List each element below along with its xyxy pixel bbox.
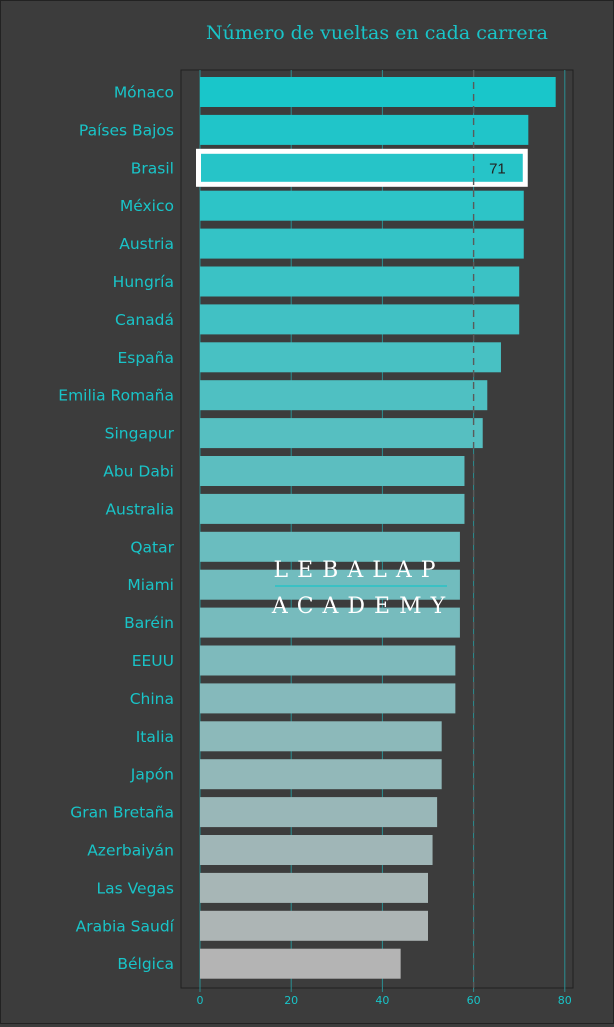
category-label-mónaco: Mónaco — [114, 84, 174, 102]
bar-españa — [200, 342, 501, 373]
bar-méxico — [200, 190, 524, 221]
category-label-italia: Italia — [136, 728, 174, 746]
x-tick-label-80: 80 — [558, 994, 572, 1007]
bar-azerbaiyán — [200, 835, 433, 865]
bar-japón — [200, 759, 442, 790]
x-tick-label-0: 0 — [197, 994, 204, 1007]
category-label-miami: Miami — [127, 576, 174, 594]
bar-arabia-saudí — [200, 910, 428, 941]
bar-austria — [200, 228, 524, 259]
bar-singapur — [200, 418, 483, 449]
x-axis-ticks: 0 20 40 60 80 — [197, 988, 572, 1007]
bar-países-bajos — [200, 114, 529, 145]
category-label-españa: España — [117, 349, 174, 367]
category-label-austria: Austria — [119, 235, 174, 253]
category-label-méxico: México — [120, 197, 174, 215]
category-label-países-bajos: Países Bajos — [79, 121, 174, 139]
category-label-canadá: Canadá — [115, 311, 174, 329]
x-tick-label-40: 40 — [375, 994, 389, 1007]
category-label-emilia-romaña: Emilia Romaña — [58, 387, 174, 405]
x-tick-label-60: 60 — [467, 994, 481, 1007]
bar-brasil — [200, 152, 524, 183]
category-label-arabia-saudí: Arabia Saudí — [76, 917, 175, 935]
bar-china — [200, 683, 456, 714]
category-labels: Mónaco Países Bajos Brasil México Austria Hun… — [58, 84, 174, 974]
chart-title: Número de vueltas en cada carrera — [206, 22, 548, 44]
category-label-las-vegas: Las Vegas — [97, 879, 175, 897]
bar-las-vegas — [200, 872, 428, 903]
bar-eeuu — [200, 645, 456, 676]
category-label-china: China — [130, 690, 174, 708]
category-label-australia: Australia — [105, 500, 174, 518]
plot-area-frame — [180, 69, 574, 989]
bar-emilia-romaña — [200, 380, 488, 411]
bar-mónaco — [200, 77, 556, 107]
category-label-abu-dabi: Abu Dabi — [103, 463, 174, 481]
category-label-japón: Japón — [130, 766, 174, 784]
bars: 71 — [196, 77, 556, 979]
category-label-gran-bretaña: Gran Bretaña — [70, 804, 174, 822]
category-label-hungría: Hungría — [113, 273, 174, 291]
highlight-box-brasil — [196, 148, 528, 187]
bar-value-label-brasil: 71 — [489, 160, 506, 177]
category-label-brasil: Brasil — [131, 159, 174, 177]
watermark-line-2: ACADEMY — [271, 594, 454, 619]
bar-hungría — [200, 266, 520, 297]
bar-qatar — [200, 531, 460, 562]
watermark-line-1: LEBALAP — [273, 558, 444, 583]
category-label-singapur: Singapur — [105, 425, 175, 443]
bar-italia — [200, 721, 442, 752]
bar-abu-dabi — [200, 456, 465, 486]
x-tick-label-20: 20 — [284, 994, 298, 1007]
category-label-azerbaiyán: Azerbaiyán — [87, 842, 174, 860]
bar-miami — [200, 569, 460, 600]
category-label-baréin: Baréin — [124, 614, 174, 632]
category-label-eeuu: EEUU — [132, 652, 174, 670]
bar-bélgica — [200, 948, 401, 979]
watermark-logo: LEBALAP ACADEMY — [271, 558, 454, 619]
category-label-bélgica: Bélgica — [117, 955, 174, 973]
bar-baréin — [200, 607, 460, 638]
bar-canadá — [200, 304, 520, 335]
bar-gran-bretaña — [200, 797, 438, 828]
bar-australia — [200, 493, 465, 524]
category-label-qatar: Qatar — [130, 538, 174, 556]
